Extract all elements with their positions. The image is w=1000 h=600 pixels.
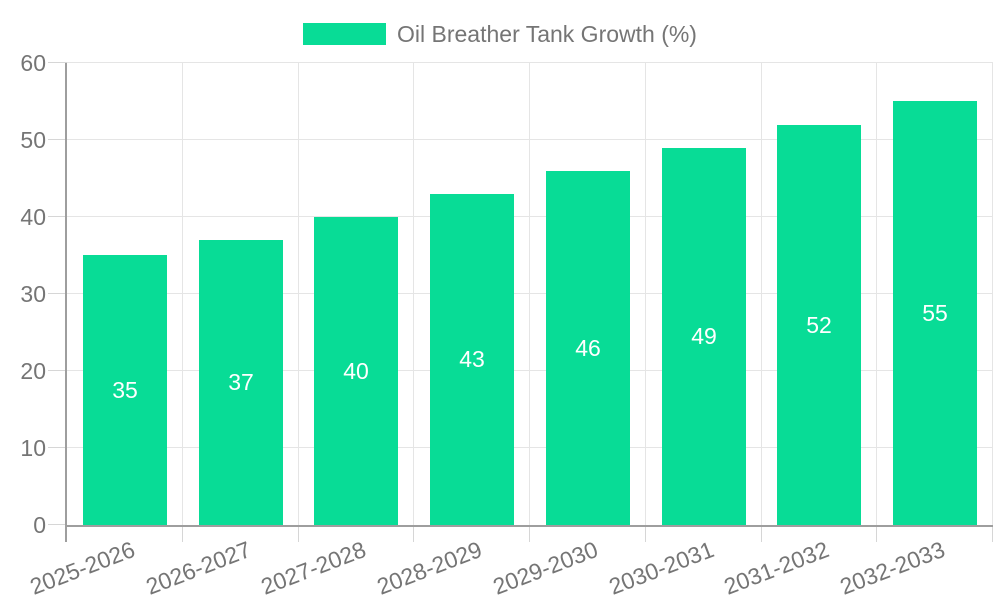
- gridline-horizontal: [67, 216, 993, 217]
- y-axis-label: 30: [20, 281, 46, 307]
- x-axis-label: 2028-2029: [373, 536, 486, 600]
- bar-value-label: 49: [691, 323, 717, 349]
- bar[interactable]: 46: [546, 171, 630, 525]
- bar[interactable]: 43: [430, 194, 514, 525]
- bar[interactable]: 52: [777, 125, 861, 525]
- x-axis-label: 2030-2031: [604, 536, 717, 600]
- legend-swatch-icon: [303, 23, 387, 45]
- y-axis-tick: [48, 447, 67, 448]
- bar-value-label: 35: [112, 376, 138, 403]
- y-axis-label: 10: [20, 435, 46, 461]
- x-axis-tick: [182, 525, 183, 542]
- legend-label: Oil Breather Tank Growth (%): [397, 21, 697, 47]
- gridline-vertical: [298, 63, 299, 525]
- gridline-vertical: [645, 63, 646, 525]
- y-axis-tick: [48, 216, 67, 217]
- legend-item[interactable]: Oil Breather Tank Growth (%): [303, 21, 697, 47]
- gridline-vertical: [992, 63, 993, 525]
- x-axis-label: 2027-2028: [257, 536, 370, 600]
- y-axis-tick: [48, 524, 67, 525]
- bar-value-label: 46: [575, 334, 601, 361]
- bar[interactable]: 55: [893, 101, 977, 525]
- y-axis-line: [65, 63, 67, 542]
- x-axis-tick: [645, 525, 646, 542]
- x-axis-tick: [992, 525, 993, 542]
- gridline-horizontal: [67, 447, 993, 448]
- legend: Oil Breather Tank Growth (%): [0, 21, 1000, 47]
- x-axis-tick: [529, 525, 530, 542]
- x-axis-tick: [761, 525, 762, 542]
- y-axis-tick: [48, 370, 67, 371]
- x-axis-line: [65, 525, 993, 527]
- x-axis-label: 2025-2026: [26, 536, 139, 600]
- bar[interactable]: 40: [314, 217, 398, 525]
- bar-value-label: 52: [806, 311, 832, 338]
- bar[interactable]: 37: [199, 240, 283, 525]
- bar[interactable]: 35: [83, 255, 167, 525]
- y-axis-tick: [48, 62, 67, 63]
- gridline-vertical: [182, 63, 183, 525]
- y-axis-tick: [48, 139, 67, 140]
- x-axis-tick: [876, 525, 877, 542]
- gridline-vertical: [529, 63, 530, 525]
- y-axis-label: 50: [20, 127, 46, 153]
- x-axis-label: 2026-2027: [141, 536, 254, 600]
- x-axis-label: 2032-2033: [836, 536, 949, 600]
- gridline-vertical: [761, 63, 762, 525]
- bar-value-label: 55: [922, 299, 948, 326]
- y-axis-label: 60: [20, 50, 46, 76]
- gridline-vertical: [413, 63, 414, 525]
- y-axis-tick: [48, 293, 67, 294]
- gridline-horizontal: [67, 293, 993, 294]
- x-axis-tick: [413, 525, 414, 542]
- x-axis-label: 2029-2030: [489, 536, 602, 600]
- gridline-vertical: [876, 63, 877, 525]
- y-axis-label: 0: [33, 512, 46, 538]
- gridline-horizontal: [67, 62, 993, 63]
- y-axis-label: 40: [20, 204, 46, 230]
- gridline-horizontal: [67, 370, 993, 371]
- gridline-horizontal: [67, 139, 993, 140]
- x-axis-label: 2031-2032: [720, 536, 833, 600]
- bar-value-label: 43: [459, 346, 485, 372]
- y-axis-label: 20: [20, 358, 46, 384]
- bar-value-label: 40: [343, 357, 369, 384]
- bar[interactable]: 49: [662, 148, 746, 525]
- x-axis-tick: [298, 525, 299, 542]
- bar-value-label: 37: [228, 369, 254, 395]
